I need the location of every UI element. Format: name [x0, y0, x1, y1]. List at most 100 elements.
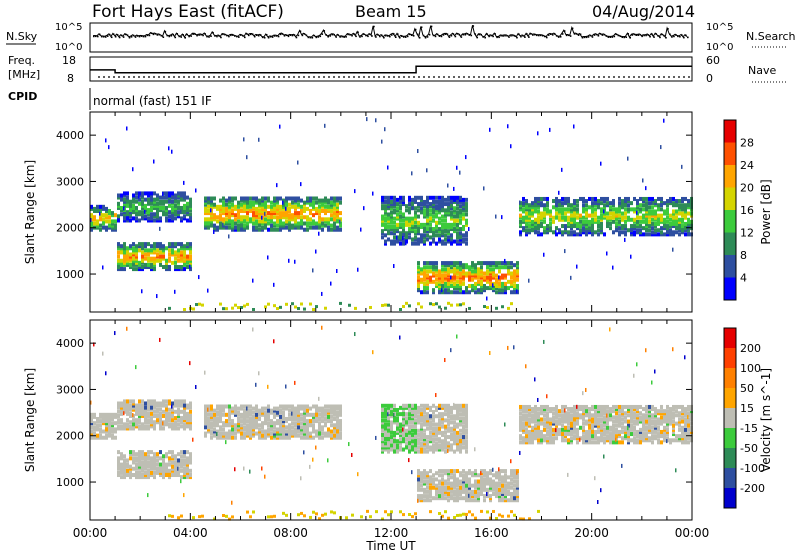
power-cell [270, 223, 273, 228]
velocity-cell [399, 445, 402, 450]
power-cell [567, 209, 570, 214]
noise-point [289, 34, 292, 36]
power-cell [465, 288, 468, 293]
velocity-cell [435, 443, 438, 448]
power-cell [528, 209, 531, 214]
power-cell [531, 203, 534, 208]
velocity-cell [144, 456, 147, 461]
power-cell [669, 196, 672, 201]
velocity-cell [165, 407, 168, 412]
velocity-cell [459, 405, 462, 410]
power-cell [576, 211, 579, 216]
velocity-cell [90, 429, 93, 434]
velocity-cell [303, 429, 306, 434]
power-cell [219, 217, 222, 222]
velocity-cell [417, 420, 420, 425]
power-cell [687, 211, 690, 216]
velocity-cell [462, 445, 465, 450]
power-cell [396, 197, 399, 202]
velocity-cell [510, 494, 513, 499]
power-cell [132, 203, 135, 208]
velocity-cell [90, 421, 93, 426]
power-cell [618, 203, 621, 208]
power-cell [444, 210, 447, 215]
power-cell [633, 219, 636, 224]
velocity-cell [153, 424, 156, 429]
power-cell [633, 230, 636, 235]
velocity-cell [426, 412, 429, 417]
velocity-cell [147, 450, 150, 455]
velocity-cell [153, 401, 156, 406]
power-cell [156, 212, 159, 217]
velocity-cell [411, 435, 414, 440]
power-cell [150, 197, 153, 202]
velocity-cell [366, 509, 369, 513]
power-cell [597, 228, 600, 233]
velocity-cell [297, 425, 300, 430]
velocity-cell [486, 473, 489, 478]
velocity-cell [417, 487, 420, 492]
power-cell [174, 265, 177, 270]
noise-point [297, 34, 300, 37]
velocity-cell [408, 420, 411, 425]
velocity-cell [429, 479, 432, 484]
velocity-cell [399, 422, 402, 427]
power-cell [495, 277, 498, 282]
power-cell [165, 210, 168, 215]
power-cell [207, 211, 210, 216]
power-cell [135, 195, 138, 200]
velocity-cell [462, 441, 465, 446]
velocity-cell [132, 458, 135, 463]
velocity-cell [93, 425, 96, 430]
power-cell [225, 202, 228, 207]
velocity-cell [264, 435, 267, 440]
velocity-cell [435, 393, 437, 398]
power-cell [684, 211, 687, 216]
power-cell [237, 223, 240, 228]
power-cell [657, 228, 660, 233]
velocity-cell [135, 462, 138, 467]
power-cell [240, 208, 243, 213]
power-cell [516, 286, 519, 291]
power-cell [462, 273, 465, 278]
noise-point [136, 35, 139, 37]
velocity-cell [273, 429, 276, 434]
power-cell [456, 265, 459, 270]
velocity-cell [162, 475, 165, 480]
velocity-cell [465, 420, 468, 425]
power-cell [585, 232, 588, 237]
power-cell [201, 303, 204, 307]
velocity-cell [438, 469, 441, 474]
power-cell [309, 198, 312, 203]
velocity-cell [129, 399, 132, 404]
power-cell [234, 213, 237, 218]
velocity-cell [102, 412, 105, 417]
power-cell [144, 214, 147, 219]
power-cell [447, 263, 450, 268]
velocity-cell [180, 460, 183, 465]
power-cell [462, 206, 465, 211]
y-tick-label: 4000 [56, 129, 84, 142]
velocity-cell [435, 422, 438, 427]
velocity-cell [444, 358, 446, 363]
noise-point [593, 34, 596, 36]
velocity-cell [441, 418, 444, 423]
power-cell [456, 283, 459, 288]
power-cell [270, 217, 273, 222]
power-cell [504, 286, 507, 291]
velocity-cell [333, 429, 336, 434]
power-cell [444, 197, 447, 202]
power-cell [462, 233, 465, 238]
velocity-cell [300, 476, 302, 481]
power-cell [582, 215, 585, 220]
power-cell [396, 212, 399, 217]
velocity-cell [450, 487, 453, 492]
power-cell [450, 206, 453, 211]
power-cell [240, 202, 243, 207]
velocity-cell [288, 416, 291, 421]
power-cell [333, 198, 336, 203]
power-cell [159, 244, 162, 249]
velocity-cell [228, 408, 231, 413]
power-cell [438, 195, 441, 200]
